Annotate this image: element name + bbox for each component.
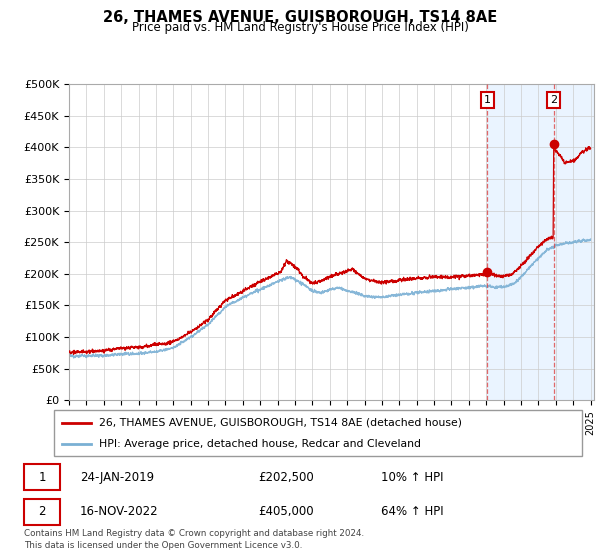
Text: £405,000: £405,000 <box>259 505 314 519</box>
Text: 2: 2 <box>38 505 46 519</box>
Text: 26, THAMES AVENUE, GUISBOROUGH, TS14 8AE: 26, THAMES AVENUE, GUISBOROUGH, TS14 8AE <box>103 10 497 25</box>
Text: Contains HM Land Registry data © Crown copyright and database right 2024.
This d: Contains HM Land Registry data © Crown c… <box>24 529 364 550</box>
Bar <box>24 499 60 525</box>
Text: £202,500: £202,500 <box>259 470 314 484</box>
Text: 1: 1 <box>484 95 491 105</box>
Text: HPI: Average price, detached house, Redcar and Cleveland: HPI: Average price, detached house, Redc… <box>99 439 421 449</box>
Text: 16-NOV-2022: 16-NOV-2022 <box>80 505 158 519</box>
Bar <box>24 464 60 490</box>
Text: 64% ↑ HPI: 64% ↑ HPI <box>381 505 444 519</box>
Text: 10% ↑ HPI: 10% ↑ HPI <box>381 470 443 484</box>
Text: Price paid vs. HM Land Registry's House Price Index (HPI): Price paid vs. HM Land Registry's House … <box>131 21 469 34</box>
Text: 26, THAMES AVENUE, GUISBOROUGH, TS14 8AE (detached house): 26, THAMES AVENUE, GUISBOROUGH, TS14 8AE… <box>99 418 462 428</box>
Text: 2: 2 <box>550 95 557 105</box>
Bar <box>487 84 594 400</box>
Text: 1: 1 <box>38 470 46 484</box>
Text: 24-JAN-2019: 24-JAN-2019 <box>80 470 154 484</box>
